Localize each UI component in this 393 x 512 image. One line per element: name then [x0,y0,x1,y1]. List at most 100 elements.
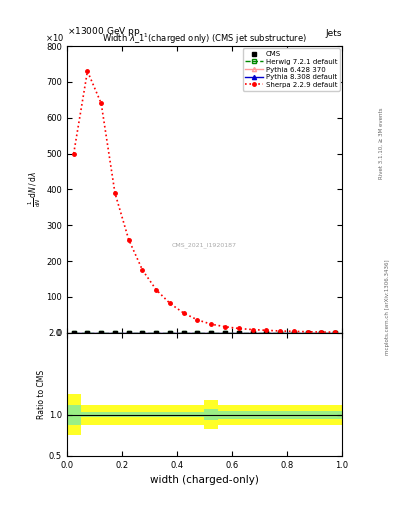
Line: Pythia 8.308 default: Pythia 8.308 default [72,331,337,335]
CMS [168,330,173,336]
Sherpa 2.2.9 default [278,328,283,334]
Pythia 8.308 default [85,330,90,336]
Sherpa 2.2.9 default [292,328,296,334]
Pythia 8.308 default [264,330,269,336]
Pythia 6.428 370 [99,330,104,336]
Pythia 6.428 370 [305,330,310,336]
Pythia 8.308 default [278,330,283,336]
CMS [278,330,283,336]
Pythia 6.428 370 [85,330,90,336]
Text: $\times$13000 GeV pp: $\times$13000 GeV pp [67,26,140,38]
Pythia 8.308 default [305,330,310,336]
Herwig 7.2.1 default [209,330,214,336]
Sherpa 2.2.9 default [140,267,145,273]
CMS [319,330,324,336]
Text: Jets: Jets [325,29,342,38]
Pythia 8.308 default [250,330,255,336]
CMS [305,330,310,336]
Pythia 6.428 370 [113,330,118,336]
Sherpa 2.2.9 default [182,310,186,316]
CMS [237,330,241,336]
Pythia 8.308 default [99,330,104,336]
Line: CMS: CMS [72,331,337,334]
Pythia 6.428 370 [127,330,131,336]
CMS [292,330,296,336]
CMS [72,330,76,336]
Sherpa 2.2.9 default [222,324,227,330]
CMS [250,330,255,336]
CMS [209,330,214,336]
Herwig 7.2.1 default [305,330,310,336]
Line: Herwig 7.2.1 default: Herwig 7.2.1 default [72,331,337,334]
Pythia 8.308 default [113,330,118,336]
Pythia 6.428 370 [237,330,241,336]
Sherpa 2.2.9 default [264,327,269,333]
Sherpa 2.2.9 default [333,329,338,335]
Pythia 8.308 default [195,330,200,336]
Pythia 6.428 370 [182,330,186,336]
Pythia 6.428 370 [250,330,255,336]
Sherpa 2.2.9 default [99,100,104,106]
Line: Pythia 6.428 370: Pythia 6.428 370 [72,331,337,335]
Pythia 8.308 default [140,330,145,336]
CMS [154,330,159,336]
CMS [222,330,227,336]
Pythia 6.428 370 [195,330,200,336]
CMS [333,330,338,336]
Herwig 7.2.1 default [319,330,324,336]
Herwig 7.2.1 default [113,330,118,336]
Pythia 6.428 370 [140,330,145,336]
Pythia 8.308 default [168,330,173,336]
Herwig 7.2.1 default [264,330,269,336]
Herwig 7.2.1 default [127,330,131,336]
CMS [195,330,200,336]
Pythia 8.308 default [237,330,241,336]
Herwig 7.2.1 default [278,330,283,336]
Text: CMS_2021_I1920187: CMS_2021_I1920187 [171,243,236,248]
Herwig 7.2.1 default [99,330,104,336]
Sherpa 2.2.9 default [168,301,173,307]
Sherpa 2.2.9 default [85,68,90,74]
X-axis label: width (charged-only): width (charged-only) [150,475,259,485]
Line: Sherpa 2.2.9 default: Sherpa 2.2.9 default [72,70,337,334]
Pythia 6.428 370 [319,330,324,336]
Pythia 6.428 370 [154,330,159,336]
Title: Width $\lambda\_1^1$(charged only) (CMS jet substructure): Width $\lambda\_1^1$(charged only) (CMS … [102,32,307,46]
Herwig 7.2.1 default [292,330,296,336]
Sherpa 2.2.9 default [319,329,324,335]
Sherpa 2.2.9 default [127,237,131,243]
Sherpa 2.2.9 default [209,321,214,327]
Sherpa 2.2.9 default [72,151,76,157]
Sherpa 2.2.9 default [305,329,310,335]
Herwig 7.2.1 default [237,330,241,336]
Herwig 7.2.1 default [72,330,76,336]
Pythia 6.428 370 [292,330,296,336]
Pythia 6.428 370 [209,330,214,336]
Pythia 8.308 default [292,330,296,336]
Text: $\times10$: $\times10$ [45,32,64,43]
Pythia 8.308 default [127,330,131,336]
Legend: CMS, Herwig 7.2.1 default, Pythia 6.428 370, Pythia 8.308 default, Sherpa 2.2.9 : CMS, Herwig 7.2.1 default, Pythia 6.428 … [242,48,340,91]
Herwig 7.2.1 default [154,330,159,336]
Sherpa 2.2.9 default [154,287,159,293]
CMS [264,330,269,336]
Pythia 8.308 default [319,330,324,336]
Herwig 7.2.1 default [85,330,90,336]
CMS [140,330,145,336]
Herwig 7.2.1 default [222,330,227,336]
Herwig 7.2.1 default [250,330,255,336]
Pythia 6.428 370 [72,330,76,336]
CMS [85,330,90,336]
Text: mcplots.cern.ch [arXiv:1306.3436]: mcplots.cern.ch [arXiv:1306.3436] [385,260,389,355]
Pythia 6.428 370 [222,330,227,336]
Y-axis label: $\frac{1}{\mathrm{d}N}\,\mathrm{d}N\,/\,\mathrm{d}\lambda$: $\frac{1}{\mathrm{d}N}\,\mathrm{d}N\,/\,… [27,172,43,207]
Pythia 8.308 default [333,330,338,336]
Herwig 7.2.1 default [182,330,186,336]
CMS [182,330,186,336]
Pythia 8.308 default [154,330,159,336]
Pythia 6.428 370 [333,330,338,336]
CMS [99,330,104,336]
Herwig 7.2.1 default [168,330,173,336]
Sherpa 2.2.9 default [195,317,200,323]
CMS [127,330,131,336]
